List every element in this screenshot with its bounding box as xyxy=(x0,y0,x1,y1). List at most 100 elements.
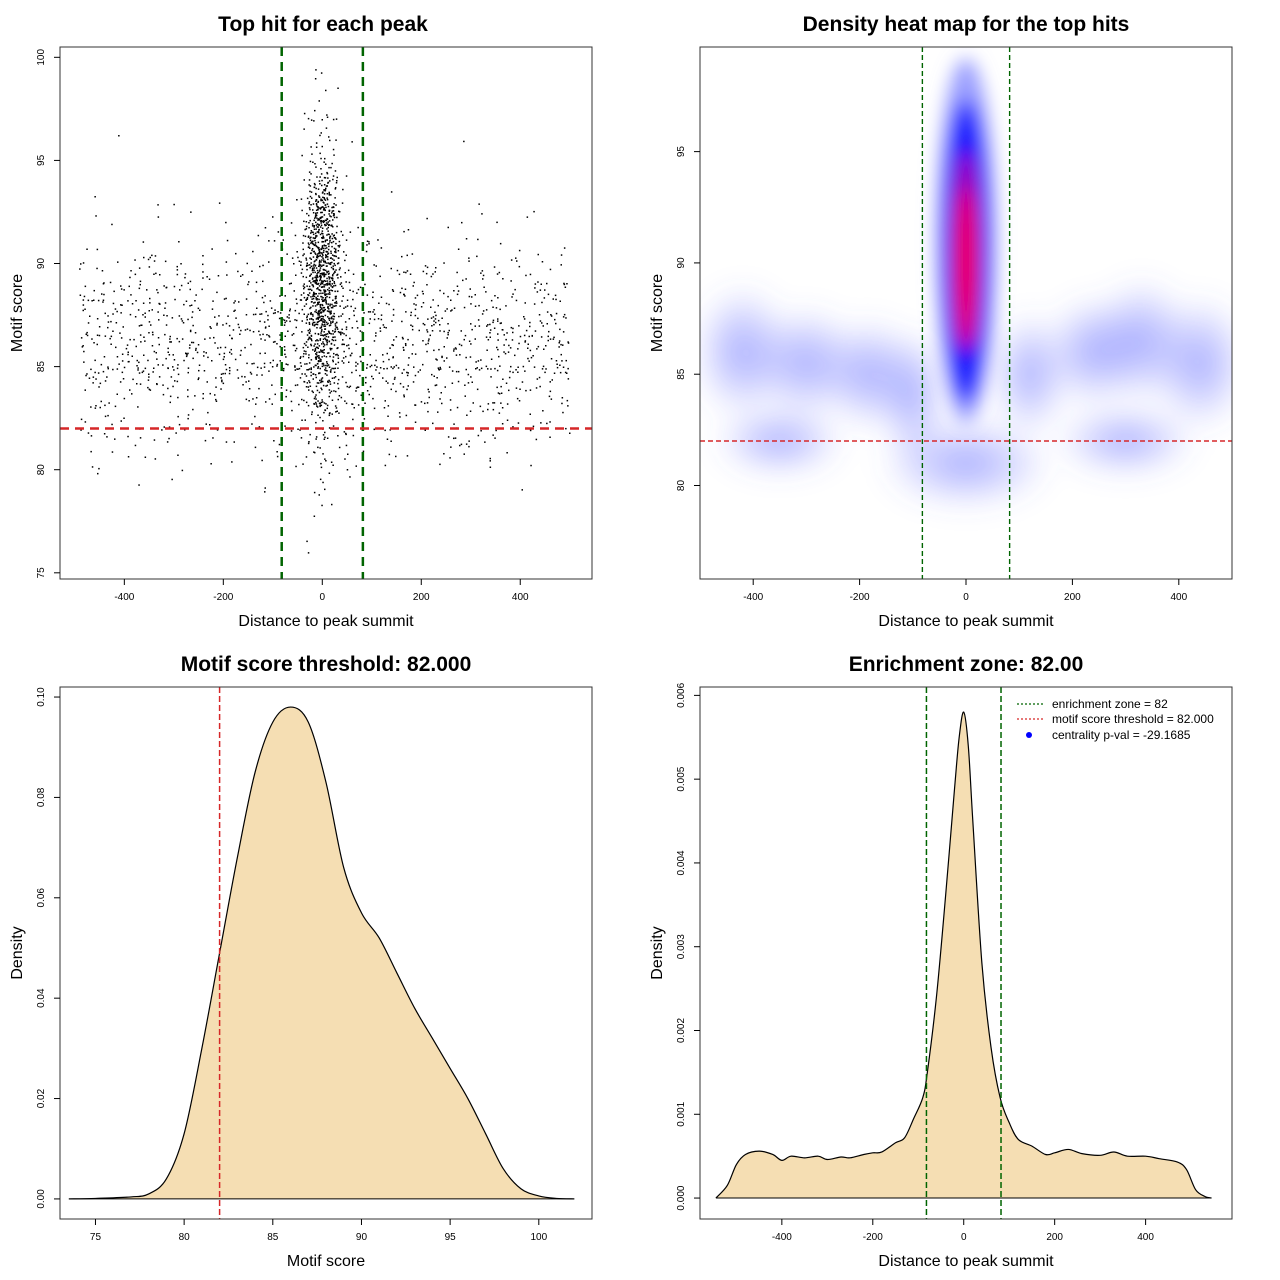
scatter-point xyxy=(114,308,117,310)
scatter-point xyxy=(263,301,265,304)
scatter-point xyxy=(319,267,322,269)
scatter-point xyxy=(320,334,322,336)
scatter-point xyxy=(443,262,445,264)
scatter-point xyxy=(117,261,119,263)
scatter-point xyxy=(225,261,228,263)
scatter-point xyxy=(127,456,130,458)
y-tick-label: 95 xyxy=(676,146,687,158)
scatter-point xyxy=(178,315,181,317)
scatter-point xyxy=(337,277,339,279)
scatter-point xyxy=(502,378,504,380)
scatter-point xyxy=(436,359,438,361)
scatter-point xyxy=(312,305,314,307)
scatter-point xyxy=(344,400,346,402)
scatter-point xyxy=(333,367,335,370)
scatter-point xyxy=(322,221,325,224)
y-tick-label: 0.04 xyxy=(36,988,47,1008)
scatter-point xyxy=(207,356,209,359)
scatter-point xyxy=(302,234,305,237)
scatter-point xyxy=(311,241,313,243)
scatter-point xyxy=(229,334,231,337)
scatter-point xyxy=(282,239,284,241)
scatter-point xyxy=(347,344,350,346)
scatter-point xyxy=(313,302,315,304)
scatter-point xyxy=(231,337,233,340)
scatter-point xyxy=(435,384,438,386)
scatter-point xyxy=(254,313,257,316)
scatter-point xyxy=(310,119,313,121)
scatter-point xyxy=(329,293,331,295)
scatter-point xyxy=(334,250,337,252)
scatter-point xyxy=(315,221,317,224)
scatter-point xyxy=(325,283,328,285)
y-tick-label: 0.004 xyxy=(676,850,687,875)
scatter-point xyxy=(384,400,386,402)
scatter-point xyxy=(316,405,318,407)
scatter-point xyxy=(402,346,405,349)
scatter-point xyxy=(324,325,327,327)
scatter-point xyxy=(476,255,478,258)
scatter-point xyxy=(551,379,553,381)
scatter-point xyxy=(321,119,323,121)
scatter-point xyxy=(313,182,316,185)
scatter-point xyxy=(315,311,318,314)
scatter-point xyxy=(331,241,333,244)
scatter-point xyxy=(84,421,87,423)
scatter-point xyxy=(314,349,317,351)
scatter-point xyxy=(325,245,327,247)
scatter-point xyxy=(463,306,466,309)
scatter-point xyxy=(82,304,85,306)
scatter-point xyxy=(187,318,189,321)
scatter-point xyxy=(522,365,525,368)
scatter-point xyxy=(321,216,324,218)
scatter-point xyxy=(128,360,130,363)
scatter-point xyxy=(550,398,553,400)
scatter-point xyxy=(313,120,315,122)
scatter-point xyxy=(523,318,526,320)
scatter-point xyxy=(340,230,342,233)
scatter-point xyxy=(322,247,324,250)
scatter-point xyxy=(322,206,324,208)
scatter-point xyxy=(305,375,308,377)
scatter-point xyxy=(158,302,160,305)
scatter-point xyxy=(546,282,548,285)
scatter-point xyxy=(518,342,520,345)
y-tick-label: 0.02 xyxy=(36,1088,47,1108)
scatter-point xyxy=(202,393,204,395)
scatter-point xyxy=(268,261,270,263)
scatter-point xyxy=(308,171,311,173)
scatter-point xyxy=(318,275,321,278)
scatter-point xyxy=(453,290,455,292)
scatter-point xyxy=(255,403,257,405)
scatter-point xyxy=(296,368,298,370)
scatter-point xyxy=(490,358,493,360)
scatter-point xyxy=(313,186,316,189)
scatter-point xyxy=(326,293,328,295)
scatter-point xyxy=(311,318,313,320)
scatter-point xyxy=(424,429,426,431)
scatter-point xyxy=(321,329,323,331)
scatter-point xyxy=(310,204,312,206)
scatter-point xyxy=(539,320,542,322)
scatter-point xyxy=(342,188,344,191)
scatter-point xyxy=(211,360,213,362)
scatter-point xyxy=(322,341,324,343)
scatter-point xyxy=(334,405,337,407)
scatter-point xyxy=(329,349,332,351)
scatter-point xyxy=(325,460,327,462)
scatter-point xyxy=(227,315,229,317)
scatter-point xyxy=(377,318,380,320)
scatter-point xyxy=(278,317,281,320)
scatter-point xyxy=(331,258,334,260)
scatter-point xyxy=(304,228,306,231)
scatter-point xyxy=(305,257,307,259)
scatter-point xyxy=(218,353,221,356)
scatter-point xyxy=(125,347,128,350)
scatter-point xyxy=(390,388,392,391)
scatter-point xyxy=(434,311,436,313)
scatter-point xyxy=(319,478,322,481)
scatter-point xyxy=(313,291,315,294)
scatter-point xyxy=(398,273,401,276)
scatter-point xyxy=(345,326,348,328)
scatter-point xyxy=(327,310,330,313)
